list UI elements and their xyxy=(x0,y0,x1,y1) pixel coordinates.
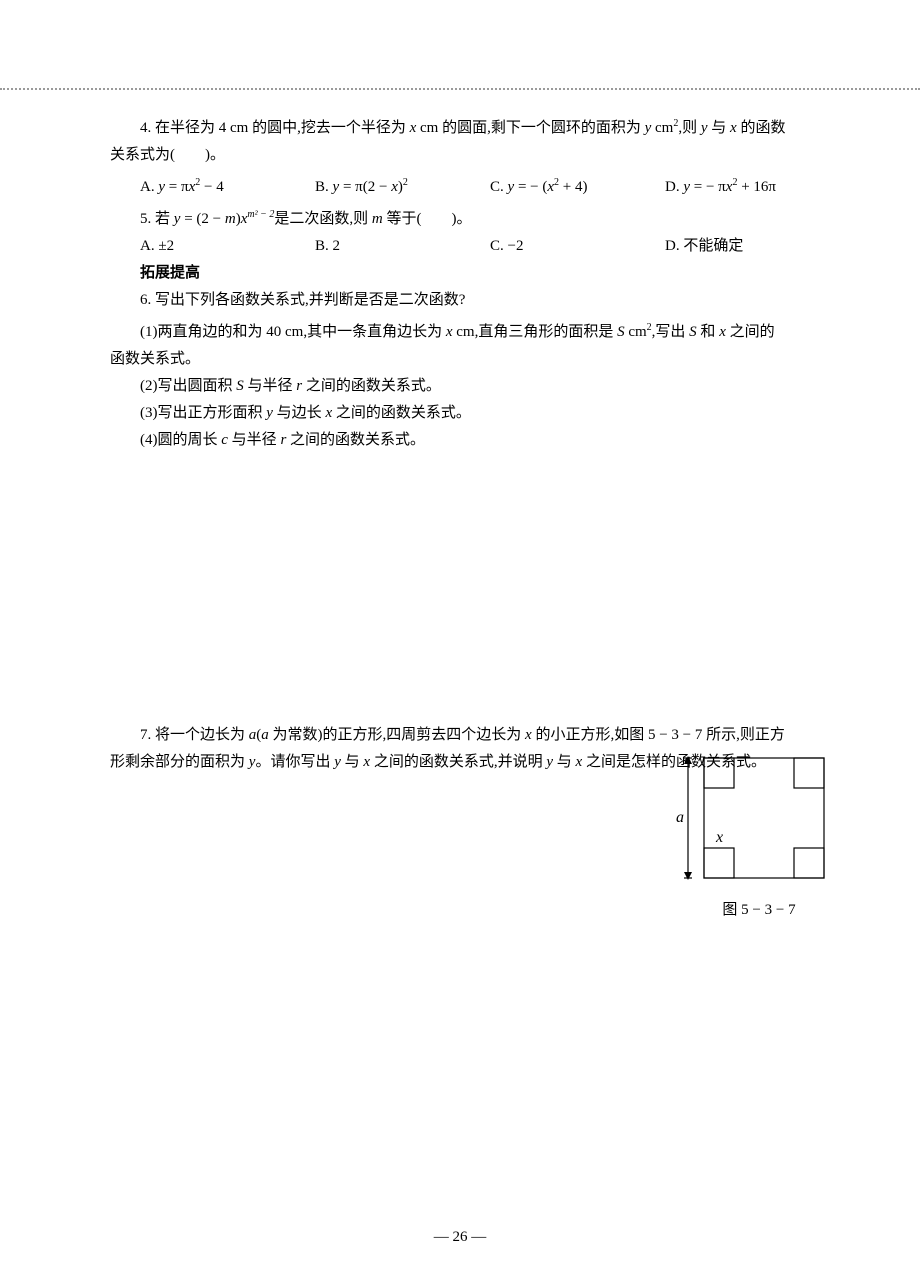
q4-options: A. y = πx2 − 4 B. y = π(2 − x)2 C. y = −… xyxy=(110,169,840,201)
var-x: x xyxy=(730,120,737,136)
text: 与 xyxy=(341,754,364,770)
text: 与边长 xyxy=(273,405,326,421)
q7-line1: 7. 将一个边长为 a(a 为常数)的正方形,四周剪去四个边长为 x 的小正方形… xyxy=(110,722,840,749)
var-S: S xyxy=(236,378,244,394)
text: 与 xyxy=(708,120,731,136)
q4-stem-line1: 4. 在半径为 4 cm 的圆中,挖去一个半径为 x cm 的圆面,剩下一个圆环… xyxy=(110,110,840,142)
q4-optA: A. y = πx2 − 4 xyxy=(140,169,315,201)
text: ,则 xyxy=(678,120,701,136)
dotted-rule xyxy=(0,88,920,90)
text: (3)写出正方形面积 xyxy=(140,405,266,421)
text: (1)两直角边的和为 40 cm,其中一条直角边长为 xyxy=(140,324,446,340)
q4-optD: D. y = − πx2 + 16π xyxy=(665,169,840,201)
figure-5-3-7: a x 图 5 − 3 − 7 xyxy=(674,750,844,919)
var-m: m xyxy=(372,211,383,227)
label-a: a xyxy=(676,809,684,826)
text: 4. 在半径为 4 cm 的圆中,挖去一个半径为 xyxy=(140,120,410,136)
text: 之间的函数关系式。 xyxy=(332,405,471,421)
text: ,写出 xyxy=(652,324,690,340)
var-a: a xyxy=(261,727,269,743)
q5-options: A. ±2 B. 2 C. −2 D. 不能确定 xyxy=(110,233,840,260)
text: 和 xyxy=(697,324,720,340)
exp: m² − 2 xyxy=(247,209,274,220)
q6-p2: (2)写出圆面积 S 与半径 r 之间的函数关系式。 xyxy=(110,373,840,400)
text: 。请你写出 xyxy=(255,754,334,770)
q4-stem-line2: 关系式为( )。 xyxy=(110,142,840,169)
var-c: c xyxy=(221,432,228,448)
q5-optC: C. −2 xyxy=(490,233,665,260)
var-m: m xyxy=(225,211,236,227)
page-number: — 26 — xyxy=(0,1229,920,1246)
q4-optB: B. y = π(2 − x)2 xyxy=(315,169,490,201)
text: 与半径 xyxy=(228,432,281,448)
text: 与 xyxy=(553,754,576,770)
text: cm xyxy=(625,324,647,340)
q4-optC: C. y = − (x2 + 4) xyxy=(490,169,665,201)
text: 之间的函数关系式,并说明 xyxy=(370,754,546,770)
text: 是二次函数,则 xyxy=(274,211,372,227)
q6-stem: 6. 写出下列各函数关系式,并判断是否是二次函数? xyxy=(110,287,840,314)
text: 之间的 xyxy=(726,324,775,340)
q6-p1-line2: 函数关系式。 xyxy=(110,346,840,373)
text: (4)圆的周长 xyxy=(140,432,221,448)
text: 为常数)的正方形,四周剪去四个边长为 xyxy=(269,727,525,743)
text: cm 的圆面,剩下一个圆环的面积为 xyxy=(416,120,644,136)
label-x: x xyxy=(715,829,723,846)
var-x: x xyxy=(525,727,532,743)
text: 之间的函数关系式。 xyxy=(302,378,441,394)
q6-p1-line1: (1)两直角边的和为 40 cm,其中一条直角边长为 x cm,直角三角形的面积… xyxy=(110,314,840,346)
var-x: x xyxy=(446,324,453,340)
text: 的小正方形,如图 5 − 3 − 7 所示,则正方 xyxy=(532,727,785,743)
text: 的函数 xyxy=(737,120,786,136)
q5-optB: B. 2 xyxy=(315,233,490,260)
content-block: 4. 在半径为 4 cm 的圆中,挖去一个半径为 x cm 的圆面,剩下一个圆环… xyxy=(110,110,840,776)
section-heading: 拓展提高 xyxy=(110,260,840,287)
q5-optD: D. 不能确定 xyxy=(665,233,840,260)
var-y: y xyxy=(266,405,273,421)
text: 与半径 xyxy=(244,378,297,394)
figure-caption: 图 5 − 3 − 7 xyxy=(674,898,844,919)
blank-space xyxy=(110,454,840,722)
text: 5. 若 xyxy=(140,211,174,227)
var-S: S xyxy=(689,324,697,340)
q6-p4: (4)圆的周长 c 与半径 r 之间的函数关系式。 xyxy=(110,427,840,454)
var-S: S xyxy=(617,324,625,340)
text: cm,直角三角形的面积是 xyxy=(453,324,618,340)
text: 7. 将一个边长为 xyxy=(140,727,249,743)
text: 等于( )。 xyxy=(383,211,472,227)
var-y: y xyxy=(546,754,553,770)
var-y: y xyxy=(701,120,708,136)
text: 之间的函数关系式。 xyxy=(286,432,425,448)
var-y: y xyxy=(334,754,341,770)
text: 形剩余部分的面积为 xyxy=(110,754,249,770)
text: = (2 − xyxy=(180,211,224,227)
q5-optA: A. ±2 xyxy=(140,233,315,260)
q6-p3: (3)写出正方形面积 y 与边长 x 之间的函数关系式。 xyxy=(110,400,840,427)
var-x: x xyxy=(719,324,726,340)
text: cm xyxy=(651,120,673,136)
text: (2)写出圆面积 xyxy=(140,378,236,394)
q5-stem: 5. 若 y = (2 − m)xm² − 2是二次函数,则 m 等于( )。 xyxy=(110,201,840,233)
